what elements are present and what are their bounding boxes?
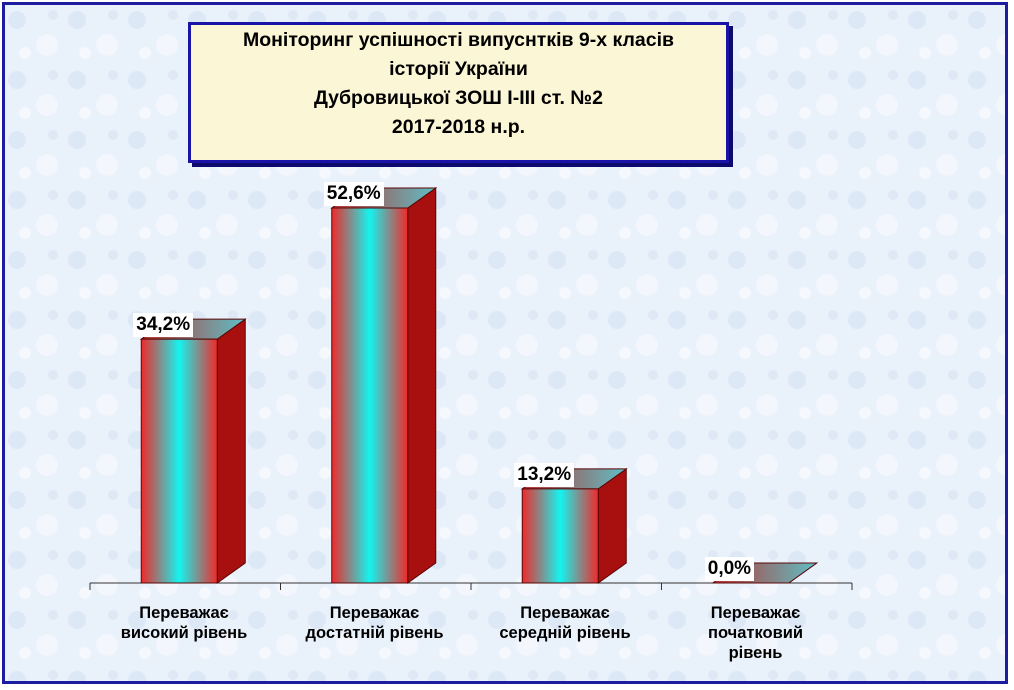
bar-front-face	[140, 338, 218, 584]
category-label: Переважає середній рівень	[471, 603, 659, 643]
category-label-line: Переважає	[520, 604, 610, 622]
category-label-line: достатній рівень	[305, 624, 444, 642]
title-line-3: Дубровицької ЗОШ І-ІІІ ст. №2	[314, 87, 603, 109]
category-label: Переважає початковий рівень	[662, 603, 850, 663]
bar-front-face	[331, 207, 409, 584]
category-label-line: середній рівень	[499, 624, 631, 642]
category-label-line: Переважає	[329, 604, 420, 622]
category-label-line: початковий	[707, 624, 804, 642]
category-label-line: Переважає	[710, 604, 801, 622]
title-line-2: історії України	[389, 58, 528, 80]
value-label: 34,2%	[133, 313, 194, 338]
bar-side-face	[407, 187, 437, 584]
bars	[139, 187, 819, 584]
category-label: Переважає високий рівень	[90, 603, 278, 643]
category-label-line: рівень	[728, 644, 783, 662]
bar-1	[139, 318, 247, 584]
category-label: Переважає достатній рівень	[281, 603, 469, 643]
chart-title: Моніторинг успішності випуснтків 9-х кла…	[188, 22, 729, 163]
bar-2	[330, 187, 438, 584]
value-label: 13,2%	[514, 462, 575, 487]
title-line-4: 2017-2018 н.р.	[391, 116, 526, 138]
category-label-line: високий рівень	[120, 624, 248, 642]
title-line-1: Моніторинг успішності випуснтків 9-х кла…	[242, 29, 675, 51]
value-label: 52,6%	[323, 182, 384, 206]
bar-front-face	[521, 488, 599, 584]
bar-side-face	[216, 318, 246, 584]
category-label-line: Переважає	[139, 604, 229, 622]
value-label: 0,0%	[704, 557, 755, 581]
